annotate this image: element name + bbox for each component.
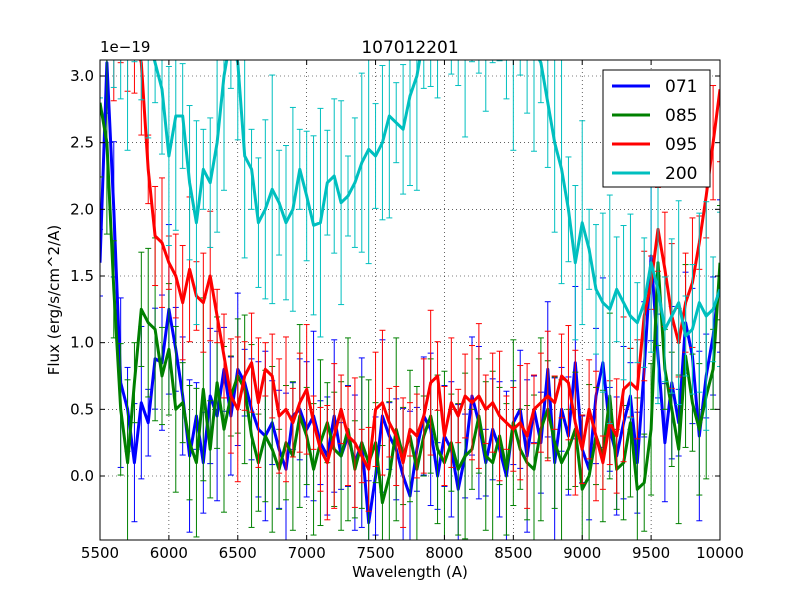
x-tick-label: 7500 bbox=[356, 544, 394, 562]
y-tick-labels: 0.0 0.5 1.0 1.5 2.0 2.5 3.0 bbox=[70, 67, 94, 485]
y-tick-label: 0.5 bbox=[70, 400, 94, 418]
x-tick-label: 7000 bbox=[288, 544, 326, 562]
axis-ticks bbox=[99, 60, 721, 540]
y-tick-label: 2.5 bbox=[70, 134, 94, 152]
legend: 071 085 095 200 bbox=[602, 69, 711, 188]
series-layer bbox=[100, 60, 720, 540]
y-tick-label: 0.0 bbox=[70, 467, 94, 485]
legend-label-095: 095 bbox=[665, 135, 697, 155]
legend-label-200: 200 bbox=[665, 164, 697, 184]
x-tick-label: 6500 bbox=[219, 544, 257, 562]
series-line-200 bbox=[152, 60, 720, 338]
x-tick-label: 8500 bbox=[494, 544, 532, 562]
x-axis-label: Wavelength (A) bbox=[352, 563, 468, 581]
legend-label-085: 085 bbox=[665, 106, 697, 126]
offset-text: 1e−19 bbox=[100, 38, 150, 56]
x-tick-label: 6000 bbox=[150, 544, 188, 562]
y-tick-label: 3.0 bbox=[70, 67, 94, 85]
series-200 bbox=[100, 60, 720, 431]
y-axis-label: Flux (erg/s/cm^2/A) bbox=[45, 225, 63, 376]
legend-label-071: 071 bbox=[665, 77, 697, 97]
plot-frame bbox=[99, 59, 721, 541]
x-tick-label: 5500 bbox=[81, 544, 119, 562]
series-line-095 bbox=[139, 60, 720, 471]
x-tick-label: 9000 bbox=[563, 544, 601, 562]
legend-box bbox=[602, 69, 711, 188]
y-tick-label: 1.0 bbox=[70, 334, 94, 352]
x-tick-labels: 5500 6000 6500 7000 7500 8000 8500 9000 9500 1000… bbox=[81, 544, 744, 562]
x-tick-label: 9500 bbox=[632, 544, 670, 562]
x-tick-label: 8000 bbox=[425, 544, 463, 562]
y-tick-label: 2.0 bbox=[70, 200, 94, 218]
legend-items: 071 085 095 200 bbox=[612, 77, 697, 184]
chart-title: 107012201 bbox=[361, 38, 458, 58]
y-tick-label: 1.5 bbox=[70, 267, 94, 285]
x-tick-label: 10000 bbox=[696, 544, 744, 562]
